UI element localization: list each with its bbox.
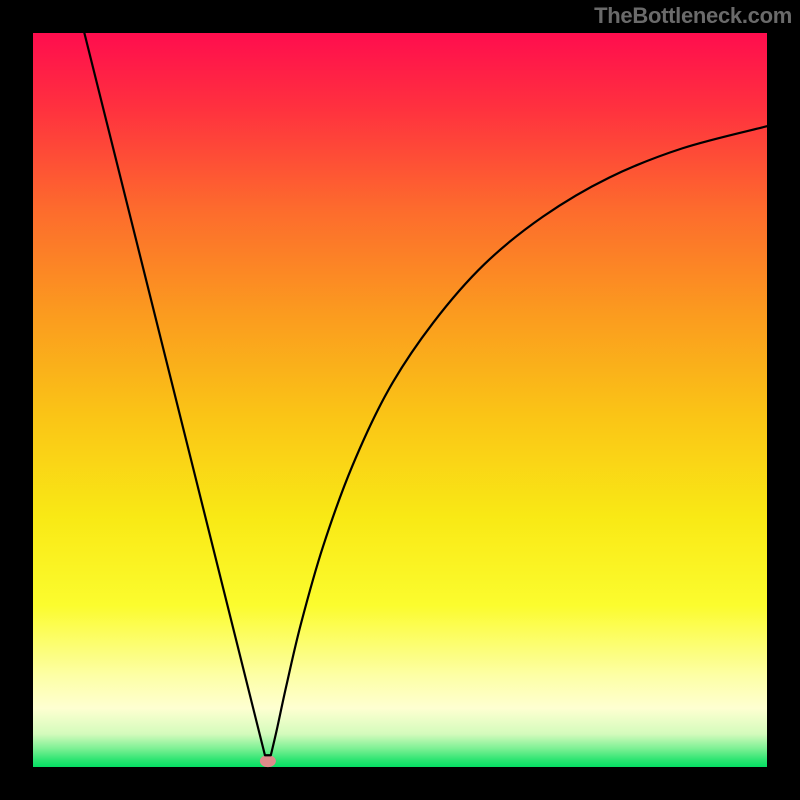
watermark-text: TheBottleneck.com [594, 3, 792, 29]
vertex-marker [260, 755, 276, 767]
plot-svg [0, 0, 800, 800]
figure-root: TheBottleneck.com [0, 0, 800, 800]
plot-background [33, 33, 767, 767]
